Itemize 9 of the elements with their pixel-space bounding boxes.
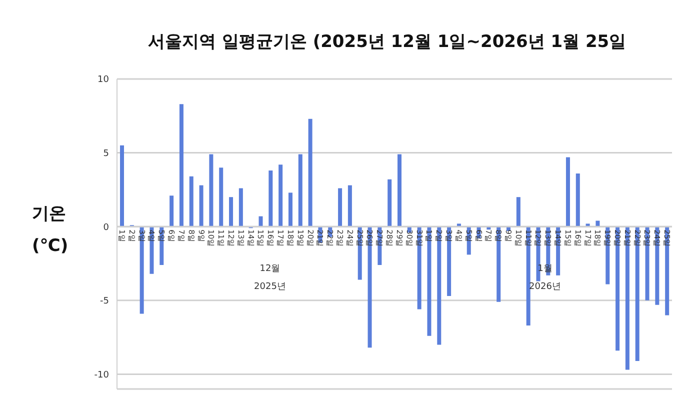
y-tick-label: -5	[100, 296, 109, 307]
y-tick-label: 0	[103, 222, 110, 233]
chart-title: 서울지역 일평균기온 (2025년 12월 1일~2026년 1월 25일	[148, 31, 628, 53]
annotation: 12월	[260, 263, 280, 275]
y-tick-label: -10	[94, 370, 110, 380]
y-tick-label: 5	[103, 149, 109, 160]
annotation: 2025년	[254, 281, 286, 293]
y-axis-title: 기온 (℃)	[32, 203, 68, 258]
y-tick-label: 10	[98, 75, 110, 86]
